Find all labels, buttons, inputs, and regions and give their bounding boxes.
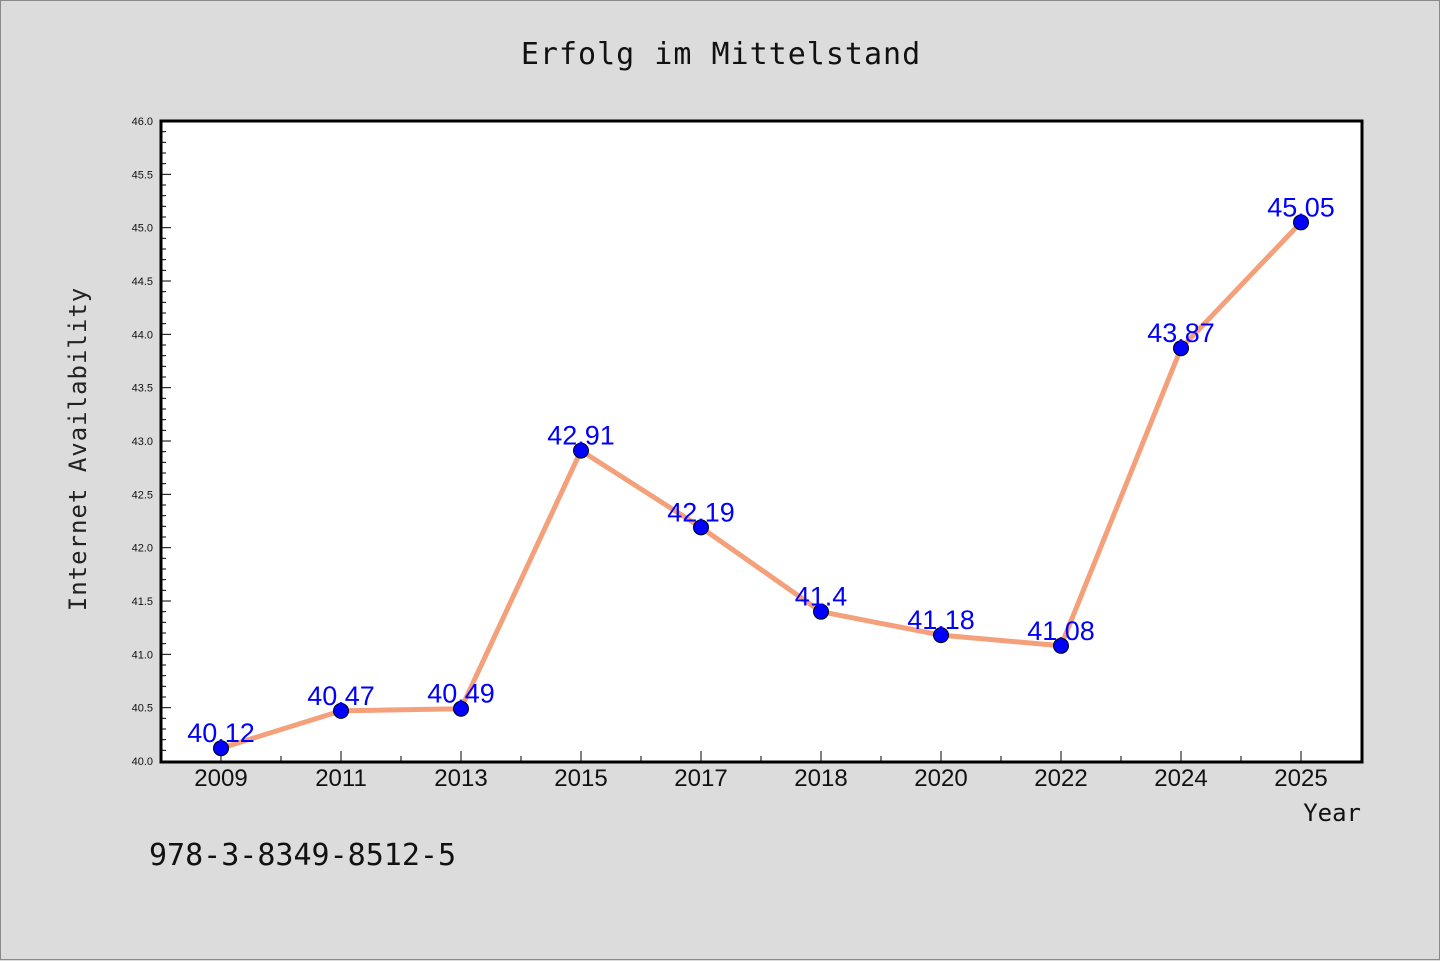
data-point <box>1293 214 1309 231</box>
x-tick-label: 2009 <box>194 765 247 792</box>
data-point <box>813 603 829 620</box>
data-label: 41.18 <box>907 605 975 635</box>
y-tick-label: 42.5 <box>132 489 153 501</box>
y-tick-label: 42.0 <box>132 543 153 555</box>
data-point <box>453 700 469 717</box>
x-axis: 2009 2011 2013 2015 2017 2018 2020 2022 2024 2025 <box>194 751 1328 792</box>
y-tick-label: 41.5 <box>132 596 153 608</box>
data-label: 41.08 <box>1027 616 1095 646</box>
chart-title: Erfolg im Mittelstand <box>521 37 921 72</box>
data-label-layer: 40.12 40.47 40.49 42.91 42.19 41.4 41.18 41.08 4… <box>187 192 1335 748</box>
series-line <box>220 220 1303 751</box>
y-tick-label: 45.0 <box>132 223 153 235</box>
data-label: 42.91 <box>547 421 615 451</box>
x-tick-label: 2013 <box>434 765 487 792</box>
data-label: 40.12 <box>187 718 255 748</box>
data-point <box>333 702 349 719</box>
x-tick-label: 2018 <box>794 765 847 792</box>
data-label: 45.05 <box>1267 192 1335 222</box>
y-tick-label: 44.0 <box>132 329 153 341</box>
x-tick-label: 2015 <box>554 765 607 792</box>
data-point <box>933 627 949 644</box>
data-label: 42.19 <box>667 497 735 527</box>
data-label: 40.47 <box>307 681 375 711</box>
x-tick-label: 2025 <box>1274 765 1327 792</box>
series-layer <box>213 214 1309 757</box>
y-tick-label: 40.0 <box>132 756 153 768</box>
x-tick-label: 2011 <box>315 765 367 792</box>
data-label: 40.49 <box>427 679 495 709</box>
data-point <box>1173 340 1189 357</box>
y-tick-label: 43.0 <box>132 436 153 448</box>
y-tick-label: 41.0 <box>132 649 153 661</box>
y-axis: 40.0 40.5 41.0 41.5 42.0 42.5 43.0 43.5 44.0 44.5… <box>132 116 171 768</box>
y-tick-label: 43.5 <box>132 383 153 395</box>
y-tick-label: 44.5 <box>132 276 153 288</box>
data-point <box>213 740 229 757</box>
x-tick-label: 2022 <box>1034 765 1087 792</box>
y-tick-label: 40.5 <box>132 703 153 715</box>
data-label: 41.4 <box>795 582 848 612</box>
plot-area <box>159 119 1364 764</box>
x-tick-label: 2024 <box>1154 765 1207 792</box>
y-axis-label: Internet Availability <box>64 287 92 611</box>
x-tick-label: 2017 <box>674 765 727 792</box>
y-tick-label: 46.0 <box>132 116 153 128</box>
data-label: 43.87 <box>1147 318 1215 348</box>
data-point <box>573 442 589 459</box>
isbn-text: 978-3-8349-8512-5 <box>149 838 456 873</box>
x-axis-label: Year <box>1303 799 1361 827</box>
data-point <box>1053 637 1069 654</box>
x-tick-label: 2020 <box>914 765 967 792</box>
data-point <box>693 519 709 536</box>
y-tick-label: 45.5 <box>132 169 153 181</box>
